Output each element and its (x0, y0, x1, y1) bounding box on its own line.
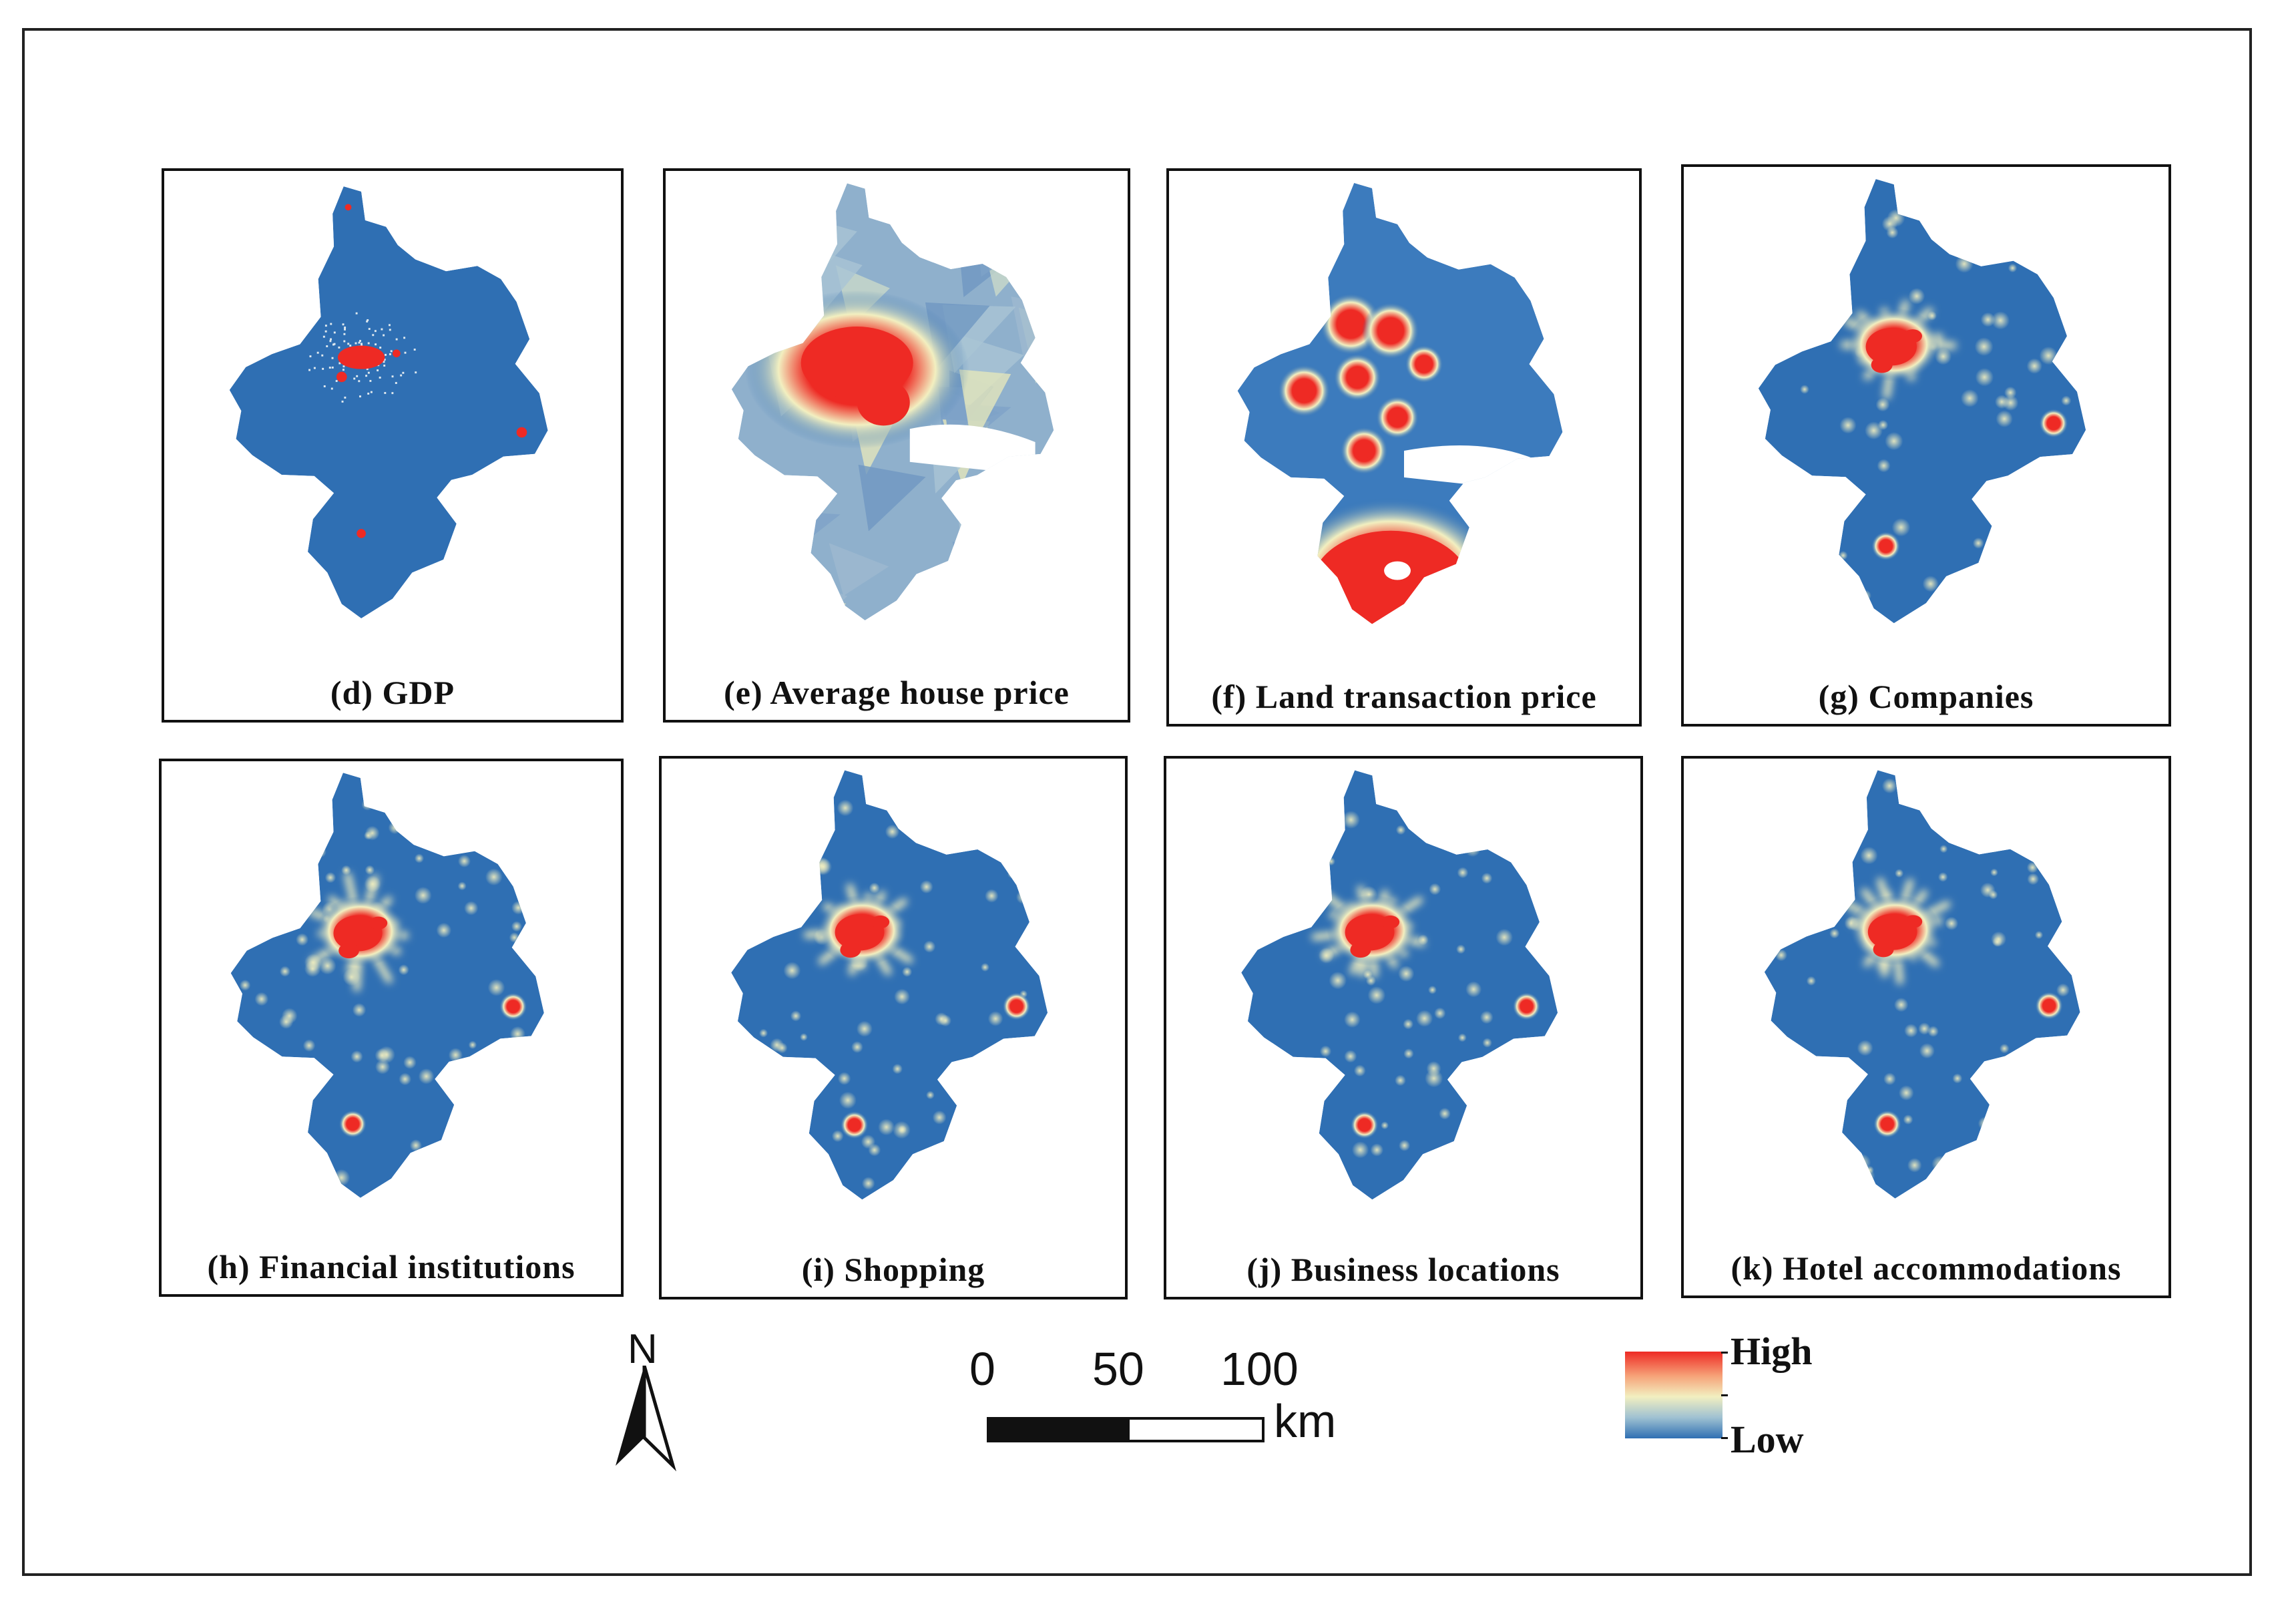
panel-label-land-price: (f) Land transaction price (1211, 678, 1597, 715)
map-panel-business: (j) Business locations (1164, 756, 1643, 1299)
panel-label-business: (j) Business locations (1246, 1251, 1560, 1288)
legend-tick-mid (1721, 1394, 1728, 1396)
map-gdp (229, 186, 548, 618)
map-land-price (1237, 182, 1563, 624)
panel-label-shopping: (i) Shopping (801, 1251, 985, 1288)
panel-label-hotel: (k) Hotel accommodations (1731, 1249, 2122, 1287)
map-financial (230, 773, 544, 1198)
map-panel-land-price: (f) Land transaction price (1166, 168, 1642, 727)
map-panel-financial: (h) Financial institutions (159, 759, 624, 1297)
north-arrow-icon (616, 1366, 677, 1472)
color-legend: High Low (1616, 1329, 1896, 1476)
north-letter: N (628, 1326, 658, 1372)
map-panel-hotel: (k) Hotel accommodations (1681, 756, 2171, 1298)
map-companies (1758, 179, 2086, 624)
map-business (1241, 770, 1558, 1200)
map-panel-house-price: (e) Average house price (663, 168, 1130, 723)
panel-label-gdp: (d) GDP (330, 674, 455, 711)
map-region (230, 773, 544, 1198)
map-region (1758, 179, 2086, 624)
map-region (1241, 770, 1558, 1200)
map-region (731, 770, 1048, 1200)
legend-tick-bottom (1721, 1437, 1728, 1439)
map-hotel (1764, 770, 2080, 1199)
legend-high-label: High (1731, 1330, 1813, 1373)
panel-label-financial: (h) Financial institutions (207, 1248, 576, 1285)
figure-frame (22, 28, 2252, 1576)
map-shopping (731, 770, 1048, 1200)
scale-bar-white (1127, 1417, 1265, 1442)
scale-unit: km (1274, 1395, 1337, 1447)
scale-tick-100: 100 (1220, 1343, 1299, 1395)
map-region (1764, 770, 2080, 1199)
map-panel-companies: (g) Companies (1681, 164, 2171, 727)
panel-label-companies: (g) Companies (1818, 678, 2034, 715)
map-house-price (731, 183, 1054, 620)
scale-tick-0: 0 (969, 1343, 995, 1395)
map-panel-gdp: (d) GDP (162, 168, 624, 723)
legend-gradient (1625, 1352, 1723, 1438)
scale-bar: 0 50 100 km (935, 1336, 1362, 1469)
map-panel-shopping: (i) Shopping (659, 756, 1128, 1299)
north-arrow: N (608, 1326, 688, 1479)
panel-label-house-price: (e) Average house price (724, 674, 1070, 711)
legend-low-label: Low (1731, 1418, 1804, 1461)
map-region (229, 186, 548, 618)
scale-bar-black (987, 1417, 1128, 1442)
scale-tick-50: 50 (1092, 1343, 1144, 1395)
legend-tick-top (1721, 1352, 1728, 1354)
